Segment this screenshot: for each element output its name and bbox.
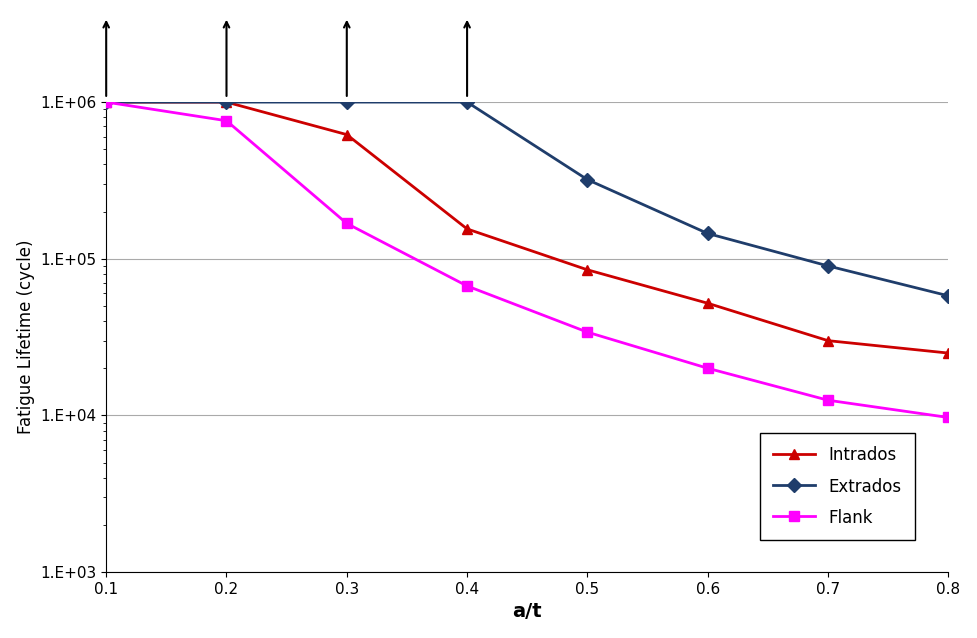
Line: Intrados: Intrados bbox=[102, 97, 954, 358]
Flank bbox=[943, 413, 955, 421]
Intrados bbox=[701, 299, 713, 307]
Flank bbox=[581, 329, 593, 336]
Flank bbox=[221, 117, 233, 124]
Extrados bbox=[101, 98, 112, 106]
Flank bbox=[101, 98, 112, 106]
Intrados bbox=[221, 98, 233, 106]
Line: Flank: Flank bbox=[102, 97, 954, 422]
Intrados bbox=[581, 266, 593, 274]
Extrados bbox=[701, 230, 713, 237]
Extrados bbox=[341, 98, 353, 106]
Intrados bbox=[101, 98, 112, 106]
Flank bbox=[701, 364, 713, 372]
Intrados bbox=[341, 131, 353, 138]
Legend: Intrados, Extrados, Flank: Intrados, Extrados, Flank bbox=[760, 433, 914, 540]
Extrados bbox=[461, 98, 473, 106]
Intrados bbox=[461, 225, 473, 233]
Flank bbox=[341, 219, 353, 227]
Intrados bbox=[822, 337, 833, 345]
Extrados bbox=[943, 292, 955, 300]
Y-axis label: Fatigue Lifetime (cycle): Fatigue Lifetime (cycle) bbox=[17, 240, 34, 434]
Intrados bbox=[943, 349, 955, 357]
Flank bbox=[461, 282, 473, 290]
Line: Extrados: Extrados bbox=[102, 97, 954, 300]
Flank bbox=[822, 396, 833, 404]
Extrados bbox=[822, 262, 833, 270]
Extrados bbox=[581, 176, 593, 184]
Extrados bbox=[221, 98, 233, 106]
X-axis label: a/t: a/t bbox=[512, 602, 542, 621]
